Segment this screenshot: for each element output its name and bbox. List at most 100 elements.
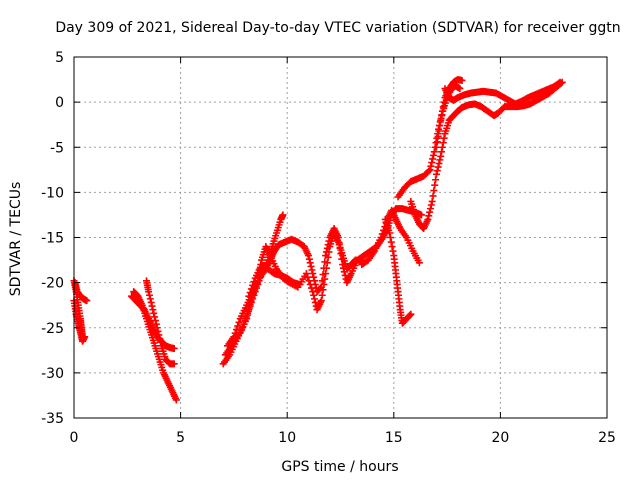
data-point — [407, 310, 415, 318]
data-point — [231, 329, 239, 337]
data-point — [389, 247, 397, 255]
data-point — [429, 155, 437, 163]
data-point — [157, 338, 165, 346]
data-point — [439, 139, 447, 147]
data-point — [440, 98, 448, 106]
data-point — [310, 295, 318, 303]
data-track — [142, 277, 178, 368]
data-point — [296, 280, 304, 288]
data-point — [387, 238, 395, 246]
data-track — [71, 279, 91, 305]
data-point — [316, 284, 324, 292]
data-point — [250, 278, 258, 286]
data-point — [322, 252, 330, 260]
data-point — [81, 333, 89, 341]
data-point — [323, 244, 331, 252]
data-point — [335, 239, 343, 247]
data-point — [150, 309, 158, 317]
data-point — [245, 292, 253, 300]
data-point — [556, 78, 564, 86]
data-point — [555, 79, 563, 87]
data-track — [432, 76, 466, 151]
data-point — [247, 285, 255, 293]
data-point — [386, 229, 394, 237]
data-point — [234, 322, 242, 330]
data-point — [429, 151, 437, 159]
x-tick-label: 15 — [385, 430, 403, 446]
data-point — [172, 396, 180, 404]
data-point — [305, 252, 313, 260]
data-point — [434, 163, 442, 171]
data-point — [153, 324, 161, 332]
data-point — [232, 326, 240, 334]
data-series — [70, 76, 566, 404]
data-point — [324, 241, 332, 249]
data-point — [418, 211, 426, 219]
data-point — [321, 258, 329, 266]
data-point — [340, 268, 348, 276]
data-point — [428, 197, 436, 205]
data-point — [145, 291, 153, 299]
data-point — [436, 122, 444, 130]
data-point — [152, 320, 160, 328]
data-point — [230, 333, 238, 341]
data-point — [437, 116, 445, 124]
data-point — [304, 273, 312, 281]
x-tick-label: 20 — [491, 430, 509, 446]
data-point — [317, 283, 325, 291]
data-point — [429, 192, 437, 200]
data-point — [438, 112, 446, 120]
data-point — [249, 281, 257, 289]
data-point — [458, 76, 466, 84]
data-point — [435, 159, 443, 167]
data-point — [147, 298, 155, 306]
data-point — [156, 335, 164, 343]
data-point — [306, 259, 314, 267]
x-tick-label: 0 — [70, 430, 79, 446]
y-tick-label: -20 — [41, 276, 64, 292]
data-track — [381, 215, 415, 327]
data-point — [339, 264, 347, 272]
data-track — [130, 288, 180, 404]
data-point — [430, 187, 438, 195]
data-point — [322, 248, 330, 256]
y-tick-label: 5 — [55, 50, 64, 66]
data-point — [154, 327, 162, 335]
data-point — [425, 212, 433, 220]
data-point — [437, 152, 445, 160]
data-point — [307, 262, 315, 270]
y-tick-label: -25 — [41, 321, 64, 337]
data-point — [310, 273, 318, 281]
data-point — [338, 255, 346, 263]
data-point — [305, 255, 313, 263]
y-tick-label: -15 — [41, 231, 64, 247]
data-point — [406, 311, 414, 319]
data-point — [279, 211, 287, 219]
data-point — [243, 315, 251, 323]
data-point — [430, 148, 438, 156]
data-point — [83, 297, 91, 305]
data-point — [415, 259, 423, 267]
data-point — [377, 234, 385, 241]
data-point — [336, 244, 344, 252]
data-point — [424, 215, 432, 223]
data-point — [311, 280, 319, 288]
data-point — [149, 306, 157, 314]
data-point — [319, 271, 327, 279]
data-point — [310, 277, 318, 285]
data-point — [244, 308, 252, 316]
data-point — [433, 138, 441, 146]
y-axis-label: SDTVAR / TECUs — [8, 182, 24, 297]
data-point — [246, 289, 254, 297]
data-point — [378, 230, 386, 238]
y-tick-label: -5 — [50, 140, 64, 156]
data-point — [426, 208, 434, 216]
y-tick-label: -30 — [41, 366, 64, 382]
data-point — [146, 295, 154, 303]
data-point — [309, 270, 317, 278]
data-point — [425, 167, 433, 175]
axis-ticks: 0 5 10 15 20 25 5 0 -5 -10 -15 -20 -25 -30 -35 — [41, 50, 616, 446]
data-point — [318, 277, 326, 285]
